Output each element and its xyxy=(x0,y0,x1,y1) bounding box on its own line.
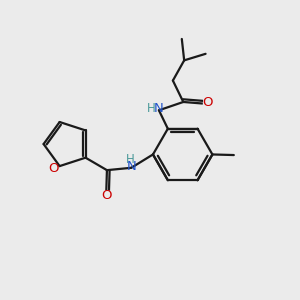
Text: N: N xyxy=(127,160,137,173)
Text: O: O xyxy=(202,96,213,109)
Text: N: N xyxy=(154,102,164,115)
Text: H: H xyxy=(147,102,156,115)
Text: H: H xyxy=(126,153,135,166)
Text: O: O xyxy=(48,162,58,175)
Text: O: O xyxy=(101,189,112,202)
